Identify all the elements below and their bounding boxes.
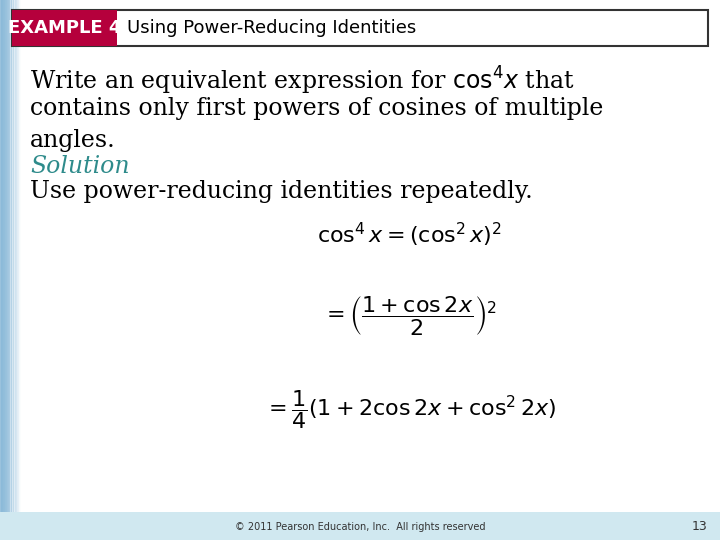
Bar (4, 0, 5, 540)
Bar (17, 0, 19, 540)
Text: $= \left(\dfrac{1+\cos 2x}{2}\right)^2$: $= \left(\dfrac{1+\cos 2x}{2}\right)^2$ (323, 294, 498, 336)
Bar (6, 0, 7, 540)
Bar (2, 0, 3, 540)
Text: $= \dfrac{1}{4}\left(1 + 2\cos 2x + \cos^2 2x\right)$: $= \dfrac{1}{4}\left(1 + 2\cos 2x + \cos… (264, 388, 556, 431)
Bar (11, 0, 12, 540)
Bar (16, 0, 17, 540)
Bar (5, 0, 6, 540)
Text: angles.: angles. (30, 129, 116, 152)
Bar (9, 0, 11, 540)
Bar (6, 0, 8, 540)
Bar (9, 0, 10, 540)
Bar (10, 0, 12, 540)
Bar (14, 0, 15, 540)
Bar (0, 0, 1, 540)
Text: Use power-reducing identities repeatedly.: Use power-reducing identities repeatedly… (30, 180, 533, 203)
Text: 13: 13 (692, 521, 708, 534)
Bar (0, 512, 720, 540)
Bar (1, 0, 2, 540)
Text: Write an equivalent expression for $\mathrm{cos}^4 x$ that: Write an equivalent expression for $\mat… (30, 65, 575, 97)
Text: © 2011 Pearson Education, Inc.  All rights reserved: © 2011 Pearson Education, Inc. All right… (235, 522, 485, 532)
Bar (4, 0, 6, 540)
Text: EXAMPLE 4: EXAMPLE 4 (8, 19, 121, 37)
Bar (19, 0, 20, 540)
Bar (12, 10, 708, 46)
Bar (12, 10, 117, 46)
Bar (15, 0, 17, 540)
Bar (3, 0, 4, 540)
Text: Solution: Solution (30, 155, 130, 178)
Bar (13, 0, 14, 540)
Text: Using Power-Reducing Identities: Using Power-Reducing Identities (127, 19, 416, 37)
Bar (14, 0, 16, 540)
Bar (18, 0, 19, 540)
Bar (1, 0, 2, 540)
Text: $\cos^4 x = \left(\cos^2 x\right)^2$: $\cos^4 x = \left(\cos^2 x\right)^2$ (318, 221, 503, 249)
Text: contains only first powers of cosines of multiple: contains only first powers of cosines of… (30, 97, 603, 120)
Bar (8, 0, 9, 540)
Bar (19, 0, 20, 540)
Bar (12, 0, 13, 540)
Bar (17, 0, 18, 540)
Bar (7, 0, 9, 540)
